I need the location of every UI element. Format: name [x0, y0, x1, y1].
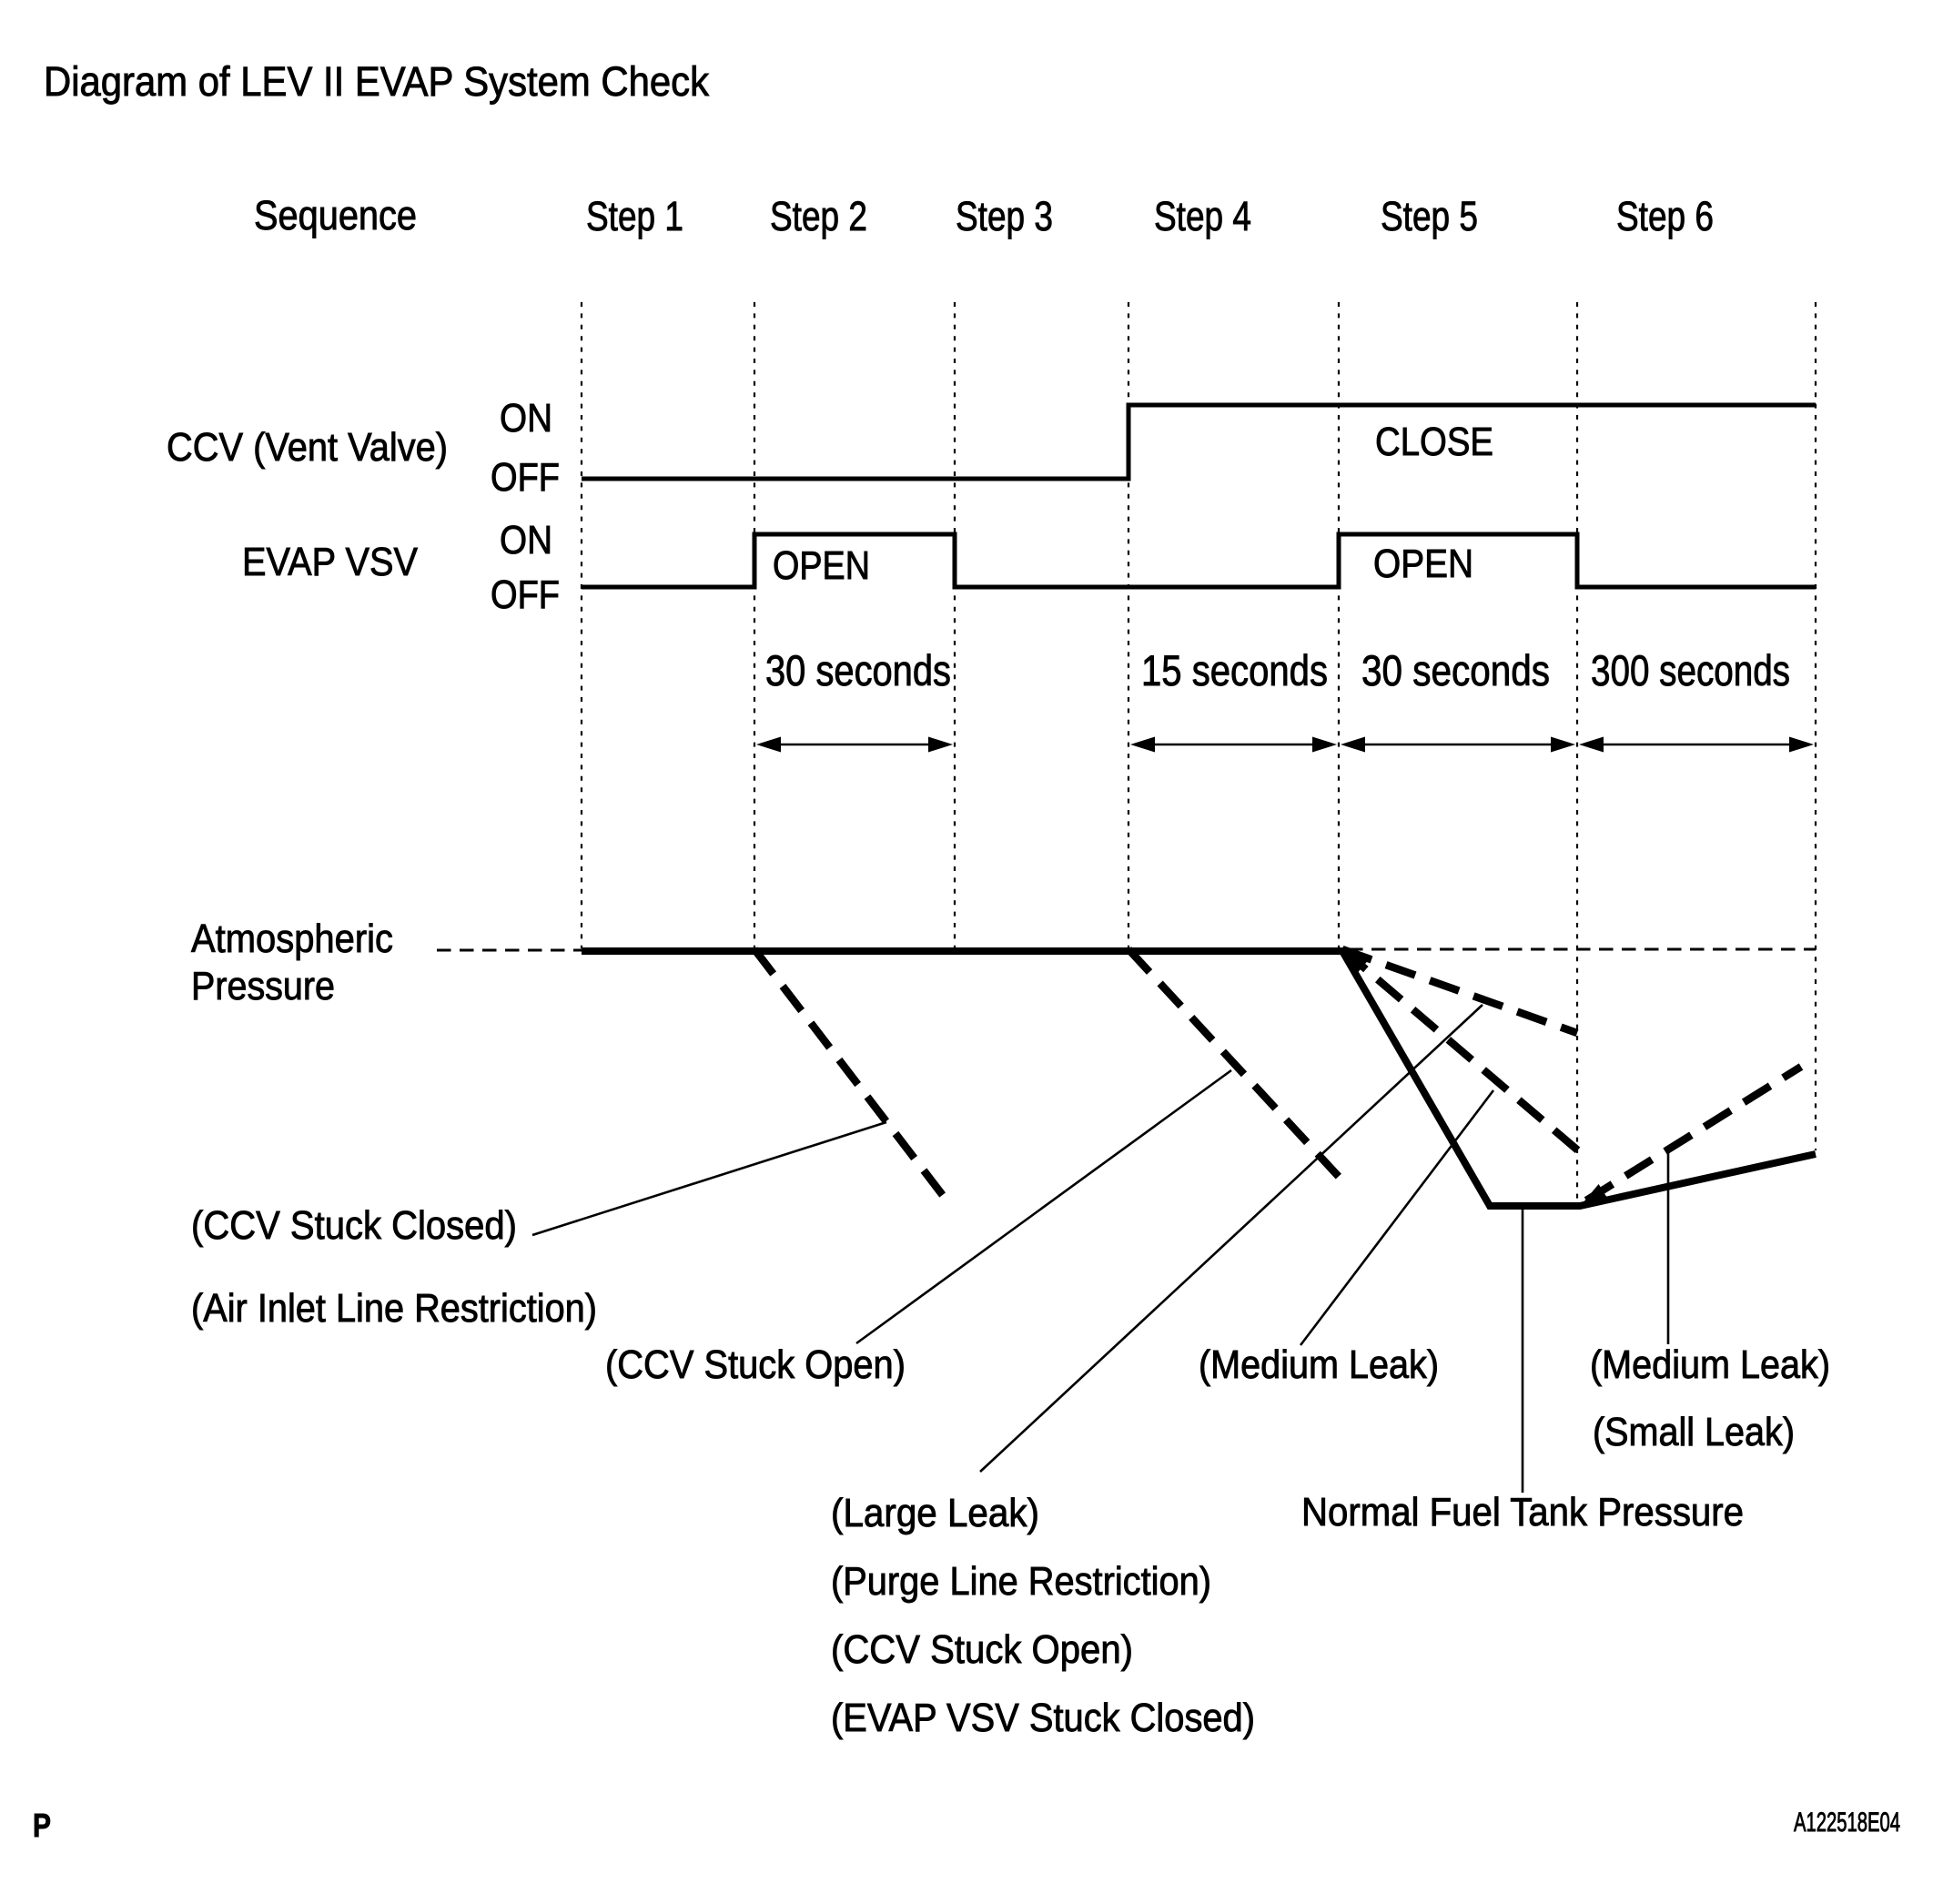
svg-text:Step 6: Step 6: [1616, 193, 1714, 239]
svg-text:(CCV Stuck Closed): (CCV Stuck Closed): [191, 1203, 517, 1248]
svg-text:OFF: OFF: [491, 572, 560, 617]
svg-text:15 seconds: 15 seconds: [1141, 646, 1328, 694]
svg-text:P: P: [33, 1807, 51, 1844]
svg-text:(CCV Stuck Open): (CCV Stuck Open): [831, 1627, 1133, 1672]
svg-text:OFF: OFF: [491, 455, 560, 500]
svg-text:CLOSE: CLOSE: [1375, 420, 1493, 464]
svg-text:Step 2: Step 2: [770, 193, 867, 239]
svg-text:(Small Leak): (Small Leak): [1593, 1410, 1795, 1454]
svg-text:Normal Fuel Tank Pressure: Normal Fuel Tank Pressure: [1301, 1490, 1744, 1534]
svg-text:CCV (Vent Valve): CCV (Vent Valve): [167, 425, 448, 470]
svg-text:Pressure: Pressure: [191, 964, 335, 1008]
svg-text:Step 4: Step 4: [1154, 193, 1251, 239]
svg-text:(EVAP VSV Stuck Closed): (EVAP VSV Stuck Closed): [831, 1696, 1255, 1740]
svg-text:(Large Leak): (Large Leak): [831, 1491, 1039, 1535]
svg-text:(Medium Leak): (Medium Leak): [1199, 1342, 1439, 1387]
svg-text:ON: ON: [500, 396, 552, 441]
svg-text:30 seconds: 30 seconds: [1361, 646, 1550, 694]
svg-text:(Medium Leak): (Medium Leak): [1590, 1342, 1830, 1387]
svg-text:Step 3: Step 3: [956, 193, 1053, 239]
svg-text:Step 1: Step 1: [586, 193, 683, 239]
svg-text:300 seconds: 300 seconds: [1591, 646, 1790, 694]
svg-text:(CCV Stuck Open): (CCV Stuck Open): [605, 1342, 906, 1387]
svg-text:(Purge Line Restriction): (Purge Line Restriction): [831, 1559, 1211, 1604]
svg-text:Step 5: Step 5: [1381, 193, 1478, 239]
svg-text:(Air Inlet Line Restriction): (Air Inlet Line Restriction): [191, 1286, 597, 1331]
svg-text:EVAP VSV: EVAP VSV: [242, 540, 419, 584]
svg-text:Diagram of LEV II EVAP System: Diagram of LEV II EVAP System Check: [44, 58, 709, 105]
svg-text:OPEN: OPEN: [1373, 542, 1473, 586]
svg-text:A122518E04: A122518E04: [1794, 1808, 1900, 1838]
svg-text:Sequence: Sequence: [254, 192, 417, 238]
svg-text:Atmospheric: Atmospheric: [191, 917, 393, 961]
svg-text:OPEN: OPEN: [773, 543, 870, 588]
svg-text:ON: ON: [500, 518, 552, 562]
svg-text:30 seconds: 30 seconds: [765, 646, 951, 694]
